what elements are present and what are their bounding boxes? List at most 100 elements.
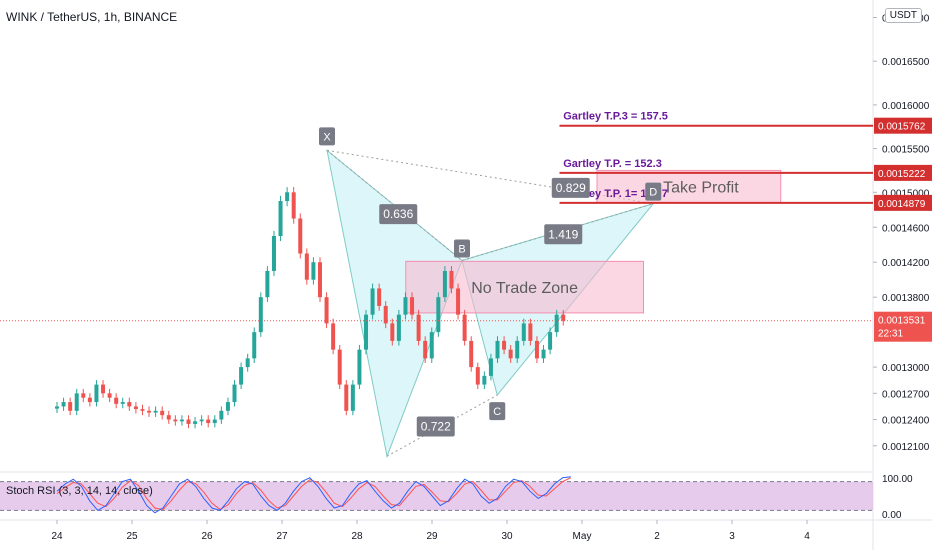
candle-body bbox=[311, 262, 316, 280]
candle-body bbox=[252, 332, 257, 359]
zone-label: No Trade Zone bbox=[471, 280, 578, 297]
candle-body bbox=[285, 192, 290, 202]
candle-body bbox=[68, 402, 73, 411]
candle-body bbox=[324, 297, 329, 324]
candle-body bbox=[390, 323, 395, 341]
x-tick-label: 25 bbox=[126, 531, 138, 542]
candle-body bbox=[403, 297, 408, 315]
candle-body bbox=[265, 270, 270, 298]
stoch-axis-label: 0.00 bbox=[882, 510, 902, 521]
y-tick-label: 0.0015000 bbox=[882, 188, 930, 199]
candle-body bbox=[271, 236, 276, 271]
pattern-point-box bbox=[645, 182, 662, 201]
candle-body bbox=[410, 297, 415, 315]
target-price-box bbox=[874, 164, 932, 181]
x-tick-label: 26 bbox=[201, 531, 213, 542]
candle-body bbox=[548, 332, 553, 350]
candle-body bbox=[199, 419, 204, 422]
candle-body bbox=[436, 297, 441, 333]
x-tick-label: 30 bbox=[501, 531, 513, 542]
ratio-box bbox=[379, 204, 418, 225]
candle-body bbox=[153, 410, 158, 413]
x-tick-label: 3 bbox=[729, 531, 735, 542]
candle-body bbox=[383, 305, 388, 324]
ratio-label: 0.829 bbox=[556, 181, 586, 195]
pattern-ratio-line bbox=[326, 149, 463, 261]
stoch-d-line bbox=[56, 477, 571, 511]
candle-body bbox=[442, 270, 447, 298]
candle-body bbox=[55, 406, 59, 409]
y-tick-label: 0.0012100 bbox=[882, 442, 930, 453]
candle-body bbox=[114, 397, 119, 404]
zone-box bbox=[596, 169, 782, 204]
candle-body bbox=[429, 332, 434, 359]
y-tick-label: 0.0016500 bbox=[882, 57, 930, 68]
candle-body bbox=[291, 192, 296, 219]
pattern-point-label: X bbox=[323, 131, 331, 143]
candle-body bbox=[561, 314, 566, 321]
x-tick-label: 27 bbox=[276, 531, 288, 542]
candle-body bbox=[258, 297, 263, 333]
pattern-point-label: D bbox=[649, 187, 657, 199]
candle-body bbox=[219, 410, 224, 420]
target-price-label: 0.0015222 bbox=[878, 169, 926, 180]
candle-body bbox=[370, 288, 375, 315]
candle-body bbox=[462, 314, 467, 341]
x-tick-label: 29 bbox=[426, 531, 438, 542]
ratio-box bbox=[416, 416, 455, 437]
candle-body bbox=[469, 340, 474, 368]
x-tick-label: 24 bbox=[51, 531, 63, 542]
target-price-box bbox=[874, 194, 932, 211]
candle-body bbox=[245, 358, 250, 368]
candle-body bbox=[160, 410, 165, 416]
candle-body bbox=[456, 288, 461, 315]
x-tick-label: 2 bbox=[654, 531, 660, 542]
zone-label: Take Profit bbox=[663, 180, 739, 197]
ratio-box bbox=[544, 224, 583, 245]
candle-body bbox=[449, 270, 454, 289]
candle-body bbox=[515, 340, 520, 359]
candle-body bbox=[212, 419, 217, 424]
target-label: Gartley T.P. = 152.3 bbox=[563, 158, 662, 170]
candle-body bbox=[225, 402, 230, 411]
pattern-point-label: B bbox=[458, 243, 465, 255]
candle-body bbox=[396, 314, 401, 341]
stoch-axis-label: 100.00 bbox=[882, 474, 913, 485]
candle-body bbox=[495, 340, 500, 359]
ratio-label: 0.636 bbox=[383, 207, 413, 221]
y-tick-label: 0.0016000 bbox=[882, 101, 930, 112]
ratio-label: 0.722 bbox=[421, 420, 451, 434]
stoch-rsi-label: Stoch RSI (3, 3, 14, 14, close) bbox=[6, 485, 153, 497]
candle-body bbox=[239, 367, 244, 385]
candle-body bbox=[179, 419, 184, 422]
candle-body bbox=[101, 384, 106, 394]
x-tick-label: 28 bbox=[351, 531, 363, 542]
candle-body bbox=[521, 323, 526, 341]
candle-body bbox=[528, 323, 533, 341]
candle-body bbox=[357, 349, 362, 385]
candle-body bbox=[173, 419, 178, 422]
y-tick-label: 0.0014200 bbox=[882, 258, 930, 269]
candle-body bbox=[133, 406, 138, 410]
candle-body bbox=[304, 253, 309, 280]
candle-body bbox=[508, 349, 513, 359]
pattern-point-label: C bbox=[493, 406, 501, 418]
candle-body bbox=[74, 393, 79, 411]
countdown-label: 22:31 bbox=[878, 329, 903, 340]
candle-body bbox=[193, 421, 198, 424]
candle-body bbox=[482, 375, 487, 385]
price-axis-unit[interactable]: USDT bbox=[884, 8, 922, 23]
candle-body bbox=[94, 384, 99, 403]
ratio-box bbox=[551, 177, 590, 198]
candle-body bbox=[344, 384, 349, 411]
y-tick-label: 0.0014600 bbox=[882, 223, 930, 234]
current-price-box bbox=[874, 311, 932, 342]
candle-body bbox=[232, 384, 237, 403]
candle-body bbox=[377, 288, 382, 306]
stoch-k-line bbox=[56, 476, 571, 514]
ratio-label: 1.419 bbox=[548, 227, 578, 241]
candle-body bbox=[475, 367, 480, 385]
candle-body bbox=[166, 415, 171, 420]
